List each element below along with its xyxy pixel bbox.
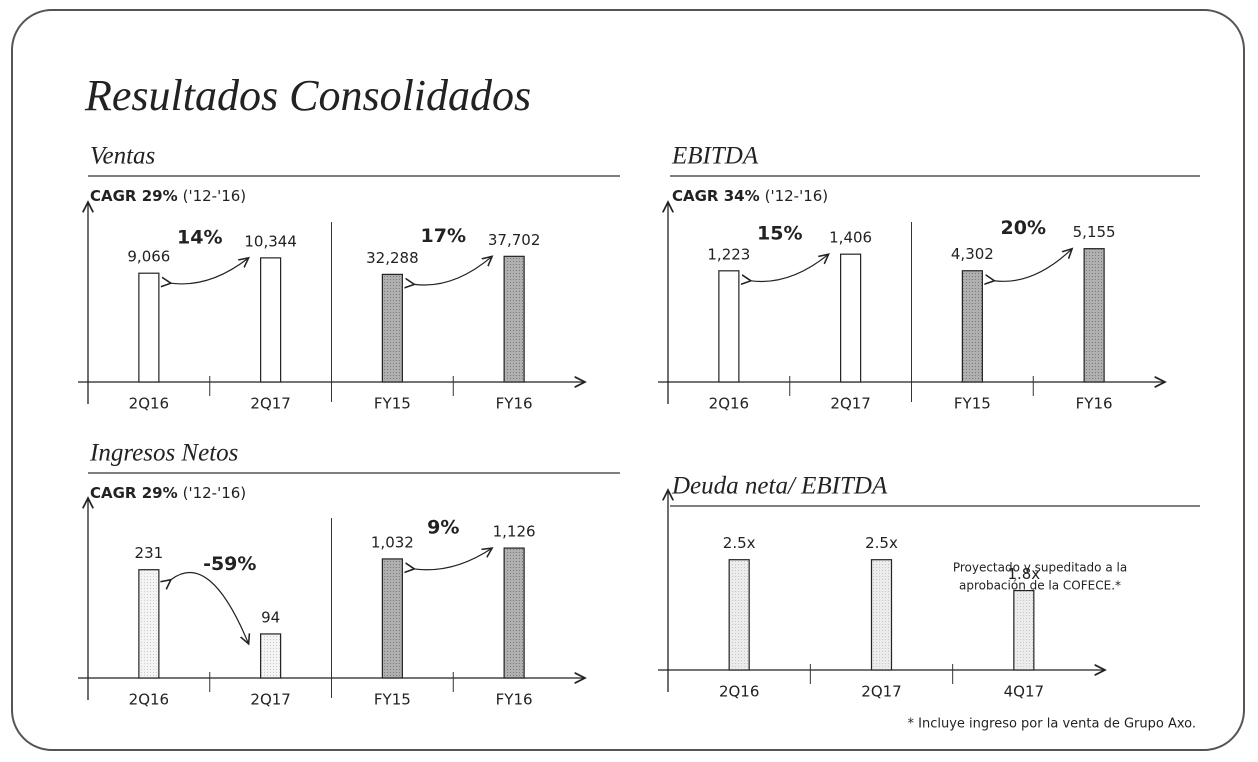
value-label: 1.8x [1007,565,1040,583]
bar [138,272,160,383]
growth-label: 20% [1001,217,1046,239]
note: aprobación de la COFECE.* [959,579,1121,593]
category-label: 2Q16 [719,683,759,701]
footnote: * Incluye ingreso por la venta de Grupo … [908,717,1197,732]
value-label: 1,406 [829,229,872,247]
cagr: CAGR 29% ('12-'16) [90,187,246,205]
bar [840,253,862,383]
bar-texture [504,256,525,382]
chart-title: Ventas [90,143,155,170]
category-label: 2Q17 [250,691,290,709]
cagr-period: ('12-'16) [765,187,829,205]
frame [11,9,1245,751]
bar-texture [382,558,403,678]
bar-texture [729,559,750,670]
growth-label: 15% [757,223,802,245]
category-label: 2Q16 [129,395,169,413]
value-label: 231 [135,544,164,562]
growth-label: 14% [177,226,222,248]
category-label: 2Q16 [709,395,749,413]
growth-label: -59% [203,553,256,575]
value-label: 9,066 [127,248,170,266]
cagr-value: CAGR 34% [672,187,760,205]
growth-label: 17% [421,225,466,247]
cagr-period: ('12-'16) [183,484,247,502]
category-label: 4Q17 [1004,683,1044,701]
category-label: FY16 [1076,395,1113,413]
growth-arrow [414,548,492,570]
cagr-value: CAGR 29% [90,187,178,205]
chart-title: Ingresos Netos [89,440,238,467]
value-label: 37,702 [488,231,541,249]
growth-arrow [994,249,1072,282]
growth-label: 9% [427,517,459,539]
bar-texture [1084,248,1105,382]
value-label: 1,126 [493,523,536,541]
bar-texture [138,569,159,678]
category-label: FY16 [496,691,533,709]
bar-texture [504,548,525,678]
value-label: 2.5x [723,534,756,552]
category-label: 2Q16 [129,691,169,709]
category-label: 2Q17 [830,395,870,413]
note: Proyectado y supeditado a la [953,561,1127,575]
value-label: 5,155 [1073,223,1116,241]
bar-texture [382,274,403,382]
value-label: 2.5x [865,534,898,552]
growth-arrow [171,258,249,284]
value-label: 10,344 [244,232,297,250]
cagr-period: ('12-'16) [183,187,247,205]
bar-texture [1013,590,1034,670]
value-label: 4,302 [951,245,994,263]
category-label: 2Q17 [250,395,290,413]
value-label: 94 [261,608,280,626]
growth-arrow [171,571,249,643]
category-label: 2Q17 [861,683,901,701]
value-label: 1,223 [707,245,750,263]
category-label: FY16 [496,395,533,413]
bar-texture [260,633,281,678]
bar [718,270,740,383]
bar [260,257,282,383]
chart-title: EBITDA [671,143,759,170]
category-label: FY15 [374,395,411,413]
bar-texture [871,559,892,670]
cagr: CAGR 29% ('12-'16) [90,484,246,502]
page-title: Resultados Consolidados [84,71,531,120]
cagr: CAGR 34% ('12-'16) [672,187,828,205]
growth-arrow [414,256,492,285]
category-label: FY15 [954,395,991,413]
chart-title: Deuda neta/ EBITDA [671,473,888,500]
cagr-value: CAGR 29% [90,484,178,502]
bar-texture [962,270,983,382]
value-label: 1,032 [371,533,414,551]
growth-arrow [751,254,829,281]
category-label: FY15 [374,691,411,709]
value-label: 32,288 [366,249,419,267]
